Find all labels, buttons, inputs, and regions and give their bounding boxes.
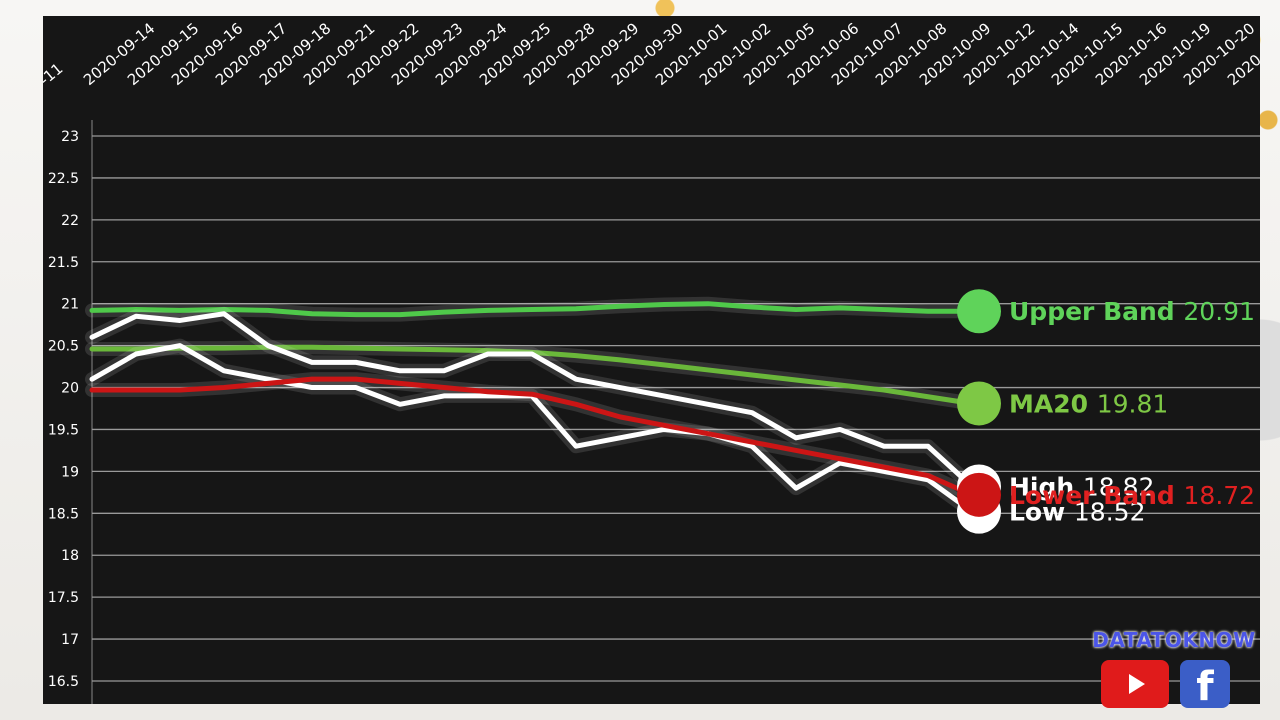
series-end-label: High 18.82 [1009, 472, 1154, 501]
series-line [89, 311, 975, 489]
y-tick-label: 20 [61, 381, 79, 397]
y-tick-label: 17.5 [48, 590, 79, 606]
series-lines [85, 296, 979, 519]
series-end-label: Low 18.52 [1009, 498, 1145, 527]
chart-svg: -11 2020-09-142020-09-152020-09-162020-09… [43, 19, 1260, 704]
y-tick-label: 17 [61, 632, 79, 648]
y-tick-label: 21 [61, 297, 79, 313]
y-tick-label: 19.5 [48, 422, 79, 438]
y-tick-label: 22 [61, 213, 79, 229]
facebook-f-icon: f [1196, 664, 1214, 710]
facebook-icon[interactable]: f [1180, 660, 1230, 708]
x-tick-label: -11 [43, 60, 66, 90]
series-end-marker [957, 289, 1001, 334]
y-tick-label: 18 [61, 548, 79, 564]
series-line [89, 376, 975, 498]
y-tick-label: 19 [61, 464, 79, 480]
brand-name: DATATOKNOW [1092, 628, 1256, 652]
y-tick-label: 16.5 [48, 674, 79, 690]
chart-panel: -11 2020-09-14 2020-09-15 2020-09-16 2020-09… [43, 16, 1260, 704]
series-end-label: MA20 19.81 [1009, 389, 1168, 418]
series-line [89, 301, 975, 318]
series-end-label: Lower Band 18.72 [1009, 481, 1255, 510]
series-end-label: Upper Band 20.91 [1009, 297, 1255, 326]
youtube-icon[interactable] [1101, 660, 1169, 708]
youtube-play-icon [1129, 674, 1145, 694]
y-tick-label: 22.5 [48, 171, 79, 187]
y-tick-label: 20.5 [48, 339, 79, 355]
series-end-markers [957, 289, 1001, 534]
y-tick-label: 23 [61, 129, 79, 145]
series-end-marker [957, 472, 1001, 517]
y-tick-label: 21.5 [48, 255, 79, 271]
y-axis-labels: 23 22.5 22 21.5 21 20.5 20 19.5 19 18.5 18 17.5 17 16… [48, 129, 79, 690]
x-axis-labels: -11 2020-09-142020-09-152020-09-162020-09… [43, 19, 1260, 89]
y-tick-label: 18.5 [48, 506, 79, 522]
grid-layer [91, 120, 1260, 704]
series-end-marker [957, 381, 1001, 426]
